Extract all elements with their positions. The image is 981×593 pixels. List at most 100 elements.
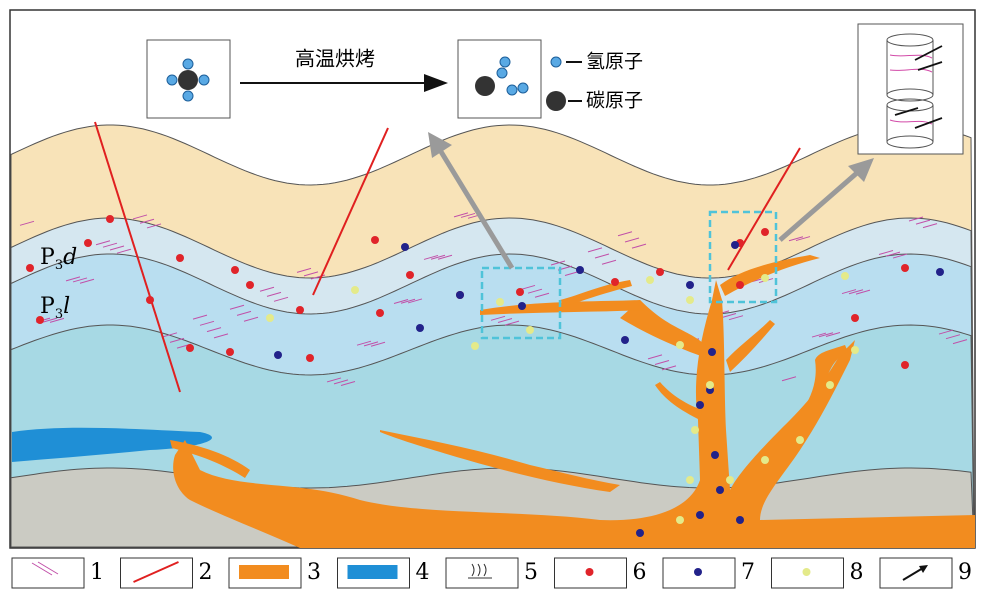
- particle: [296, 306, 304, 314]
- legend-item: 7: [662, 557, 755, 589]
- particle: [26, 264, 34, 272]
- fracture: [825, 332, 841, 338]
- fracture: [65, 276, 81, 282]
- inset-core: [857, 23, 964, 155]
- inset-molecule-after: [457, 39, 542, 119]
- fracture: [19, 220, 35, 226]
- particle: [406, 271, 414, 279]
- fracture: [213, 333, 229, 339]
- strata-layers: [10, 124, 975, 548]
- particle: [246, 281, 254, 289]
- legend-box: [120, 557, 193, 589]
- particle: [471, 342, 479, 350]
- fracture: [42, 317, 58, 323]
- fracture: [326, 377, 342, 383]
- particle: [401, 243, 409, 251]
- fracture: [162, 332, 178, 338]
- fracture: [661, 365, 677, 371]
- particle: [176, 254, 184, 262]
- legend-item: 3: [228, 557, 321, 589]
- particle: [656, 268, 664, 276]
- atom-legend-label: 氢原子: [586, 51, 643, 73]
- process-arrow-head: [424, 74, 448, 92]
- particle: [761, 228, 769, 236]
- particle: [726, 476, 734, 484]
- zoom-arrows: [428, 132, 874, 270]
- fracture: [504, 320, 520, 326]
- icon: [694, 568, 702, 576]
- particle: [686, 296, 694, 304]
- icon: [239, 565, 289, 579]
- particle: [646, 276, 654, 284]
- water-body: [12, 427, 212, 462]
- fracture: [333, 379, 349, 385]
- fracture: [587, 247, 603, 253]
- particle: [851, 314, 859, 322]
- legend-number: 7: [741, 560, 755, 585]
- process-label: 高温烘烤: [295, 47, 375, 71]
- icon: [31, 562, 53, 576]
- icon: [37, 561, 59, 575]
- particle: [266, 314, 274, 322]
- stratum-suffix: d: [63, 245, 77, 270]
- particle: [901, 264, 909, 272]
- fracture: [841, 289, 857, 295]
- fracture: [594, 253, 610, 259]
- fracture: [95, 240, 111, 246]
- icon: [468, 563, 492, 579]
- fracture: [273, 296, 289, 302]
- legend-number: 1: [90, 560, 104, 585]
- fracture: [199, 320, 215, 326]
- stratum-suffix: l: [63, 294, 70, 319]
- fracture: [437, 254, 453, 260]
- particle: [708, 348, 716, 356]
- particle: [84, 239, 92, 247]
- fracture: [229, 304, 245, 310]
- particle: [376, 309, 384, 317]
- fracture: [400, 298, 416, 304]
- fracture: [527, 288, 543, 294]
- legend-box: [445, 557, 519, 589]
- fracture: [79, 278, 95, 284]
- legend-number: 9: [958, 560, 972, 585]
- fracture: [303, 271, 319, 277]
- fracture: [631, 243, 647, 249]
- legend-item: 2: [120, 557, 213, 589]
- legend-item: 9: [879, 557, 972, 589]
- particle: [736, 516, 744, 524]
- particle: [226, 348, 234, 356]
- fracture: [892, 253, 908, 259]
- fracture: [407, 298, 423, 304]
- fracture: [855, 289, 871, 295]
- fracture: [624, 237, 640, 243]
- fracture: [781, 376, 797, 382]
- particle: [611, 278, 619, 286]
- particle: [761, 456, 769, 464]
- fracture: [453, 212, 469, 218]
- particle: [731, 241, 739, 249]
- particle: [826, 381, 834, 389]
- icon: [347, 565, 398, 579]
- fracture: [356, 340, 372, 346]
- fracture: [915, 219, 931, 225]
- particle: [686, 476, 694, 484]
- fracture: [72, 277, 88, 283]
- fracture: [795, 236, 811, 242]
- inset-molecule-before: [146, 39, 231, 119]
- legend-number: 2: [199, 560, 213, 585]
- icon: [802, 568, 811, 576]
- particle: [696, 511, 704, 519]
- particle: [676, 341, 684, 349]
- particle: [936, 268, 944, 276]
- particle: [306, 354, 314, 362]
- fracture: [116, 248, 132, 254]
- particles: [26, 215, 944, 537]
- fracture: [534, 292, 550, 298]
- particle: [761, 274, 769, 282]
- particle: [456, 291, 464, 299]
- fracture: [206, 327, 222, 333]
- fracture: [49, 317, 65, 323]
- particle: [711, 451, 719, 459]
- fracture: [848, 289, 864, 295]
